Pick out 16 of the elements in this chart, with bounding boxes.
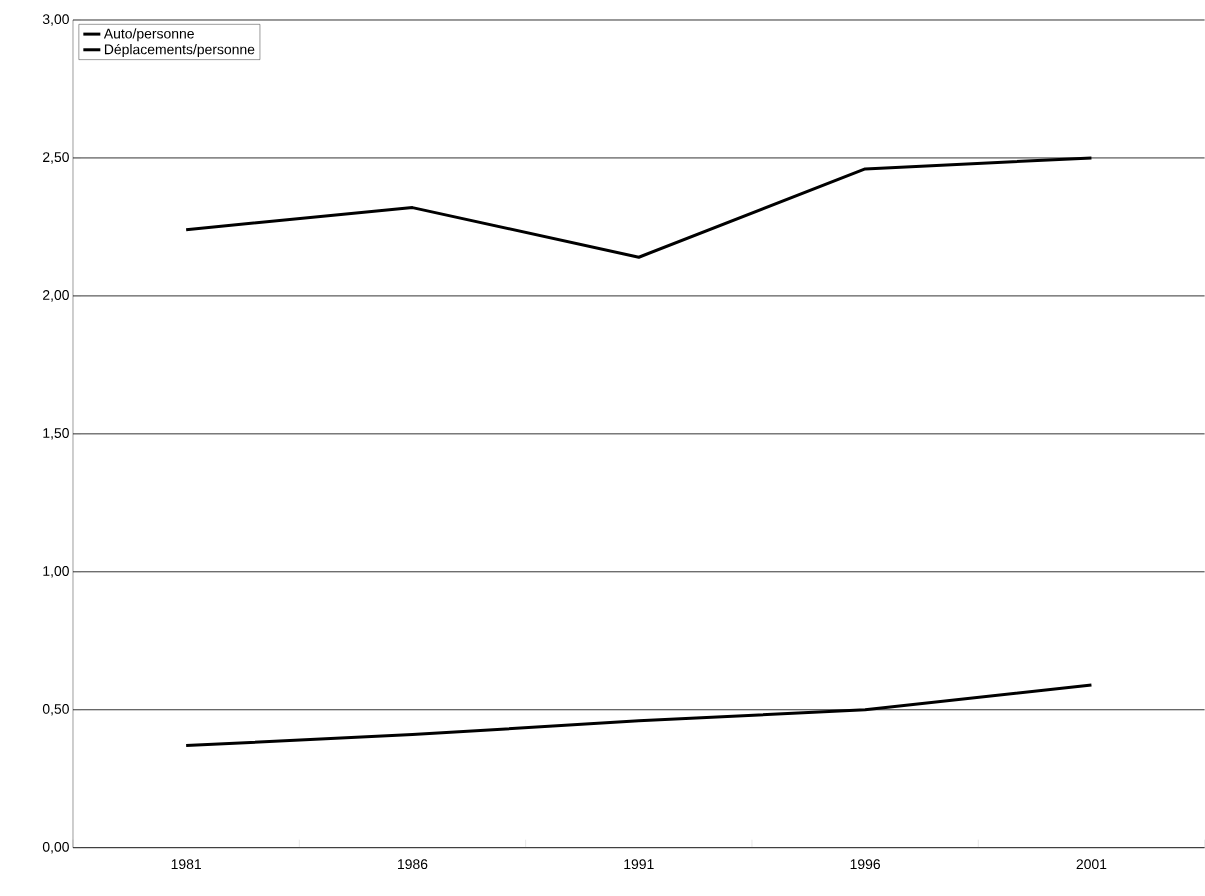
y-tick-label: 0,00 (42, 842, 69, 854)
x-tick-label: 2001 (1076, 859, 1107, 870)
y-tick-label: 0,50 (42, 704, 69, 716)
legend-label: Déplacements/personne (104, 44, 255, 58)
y-tick-label: 2,00 (43, 290, 69, 302)
line-series (184, 683, 1093, 748)
y-tick-label: 3,00 (42, 14, 69, 26)
x-tick-label: 1996 (850, 859, 881, 870)
y-tick-label: 1,00 (43, 566, 69, 578)
y-tick-label: 1,50 (43, 428, 69, 440)
legend-label: Auto/personne (103, 28, 194, 42)
line-series (184, 156, 1093, 259)
x-tick-label: 1991 (624, 859, 654, 870)
x-tick-label: 1986 (398, 859, 428, 870)
x-tick-label: 1981 (171, 859, 201, 870)
y-tick-label: 2,50 (43, 152, 69, 164)
